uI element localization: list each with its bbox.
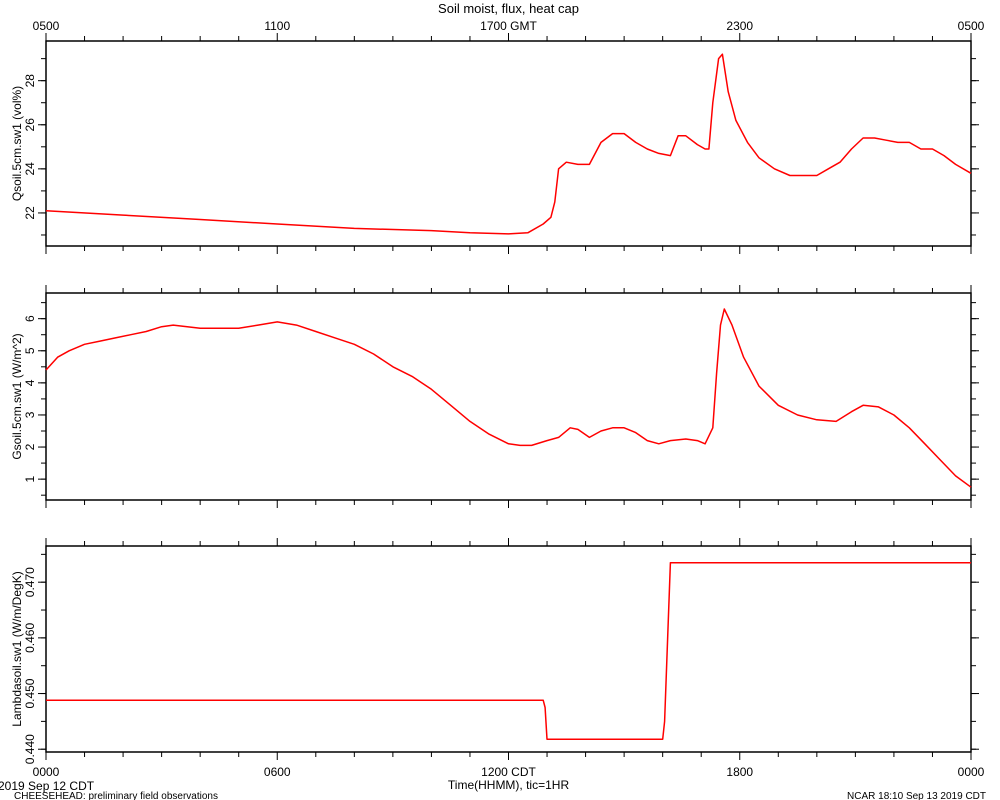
- panel-frame: [45, 545, 972, 753]
- top-tick-label: 1100: [264, 19, 290, 33]
- y-tick-label: 22: [23, 206, 37, 220]
- y-tick-label: 0.460: [23, 623, 37, 653]
- series-line: [45, 53, 972, 235]
- y-axis-label: Gsoil.5cm.sw1 (W/m^2): [10, 333, 24, 459]
- top-tick-label: 1700 GMT: [480, 19, 537, 33]
- panel-frame: [45, 292, 972, 501]
- bottom-tick-label: 0000: [33, 765, 60, 779]
- top-tick-label: 2300: [726, 19, 753, 33]
- y-tick-label: 0.440: [23, 734, 37, 764]
- panel-2: 1 2 3 4 5 6 Gsoil.5cm.sw1 (W/m^2): [10, 285, 979, 508]
- bottom-tick-label: 0600: [264, 765, 291, 779]
- y-tick-label: 6: [23, 315, 37, 322]
- y-tick-label: 1: [23, 475, 37, 482]
- footer-left: CHEESEHEAD: preliminary field observatio…: [14, 791, 218, 800]
- series-line: [46, 561, 971, 740]
- y-tick-label: 0.470: [23, 567, 37, 597]
- date-label: 2019 Sep 12 CDT: [0, 779, 95, 793]
- y-tick-label: 2: [23, 443, 37, 450]
- y-axis-label: Lambdasoil.sw1 (W/m/DegK): [10, 571, 24, 726]
- series-line: [45, 308, 972, 488]
- top-tick-label: 0500: [33, 19, 60, 33]
- footer-right: NCAR 18:10 Sep 13 2019 CDT: [847, 791, 986, 800]
- y-tick-label: 0.450: [23, 678, 37, 708]
- top-tick-label: 0500: [958, 19, 985, 33]
- bottom-tick-label: 1200 CDT: [481, 765, 536, 779]
- y-tick-label: 24: [23, 162, 37, 176]
- y-tick-label: 4: [23, 379, 37, 386]
- bottom-tick-label: 1800: [726, 765, 753, 779]
- chart-title: Soil moist, flux, heat cap: [438, 1, 579, 16]
- y-axis-label: Qsoil.5cm.sw1 (vol%): [10, 86, 24, 201]
- top-time-axis: 0500 1100 1700 GMT 2300 0500: [33, 19, 985, 33]
- x-axis-label: Time(HHMM), tic=1HR: [448, 778, 570, 792]
- y-tick-label: 26: [23, 118, 37, 132]
- panel-frame: [45, 40, 972, 247]
- y-tick-label: 5: [23, 347, 37, 354]
- bottom-time-axis: 0000 0600 1200 CDT 1800 0000: [33, 765, 985, 779]
- y-tick-label: 28: [23, 74, 37, 88]
- bottom-tick-label: 0000: [958, 765, 985, 779]
- y-tick-label: 3: [23, 411, 37, 418]
